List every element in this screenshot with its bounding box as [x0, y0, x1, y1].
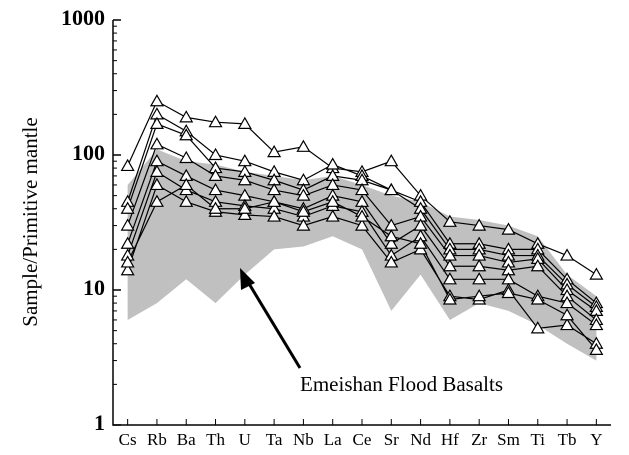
y-tick-label: 100 — [72, 140, 105, 165]
y-tick-label: 10 — [83, 275, 105, 300]
x-tick-label: Nb — [293, 430, 314, 449]
sample-marker — [589, 317, 604, 331]
sample-marker — [384, 255, 399, 268]
x-tick-label: Ta — [266, 430, 283, 449]
x-tick-label: Cs — [119, 430, 137, 449]
sample-marker — [237, 201, 252, 214]
sample-marker — [120, 255, 135, 268]
sample-marker — [560, 308, 575, 321]
x-tick-label: Hf — [441, 430, 459, 449]
sample-marker — [501, 285, 516, 299]
sample-marker — [384, 182, 399, 196]
sample-marker — [296, 188, 311, 201]
y-tick-label: 1000 — [61, 5, 105, 30]
sample-marker — [149, 194, 164, 207]
sample-marker — [237, 116, 252, 129]
annotation: Emeishan Flood Basalts — [300, 372, 503, 396]
sample-marker — [208, 182, 223, 196]
sample-marker — [267, 194, 282, 207]
sample-marker — [325, 194, 340, 207]
x-tick-label: Ce — [353, 430, 372, 449]
sample-marker — [120, 201, 135, 214]
y-tick-label: 1 — [94, 410, 105, 435]
sample-marker — [149, 177, 164, 191]
sample-marker — [267, 209, 282, 222]
sample-marker — [179, 194, 194, 207]
sample-marker — [384, 236, 399, 249]
sample-marker — [589, 267, 604, 280]
sample-marker — [560, 248, 575, 261]
sample-marker — [530, 321, 545, 334]
x-tick-label: Th — [206, 430, 225, 449]
x-tick-label: La — [324, 430, 342, 449]
sample-marker — [530, 292, 545, 305]
sample-marker — [296, 218, 311, 231]
sample-marker — [384, 229, 399, 242]
sample-marker — [149, 137, 164, 150]
x-tick-label: Ti — [531, 430, 546, 449]
sample-marker — [179, 128, 194, 141]
sample-marker — [472, 218, 487, 231]
sample-marker — [267, 144, 282, 158]
x-tick-label: U — [239, 430, 251, 449]
sample-marker — [413, 236, 428, 249]
sample-marker — [442, 272, 457, 285]
sample-marker — [120, 158, 135, 172]
sample-marker — [267, 182, 282, 196]
sample-marker — [442, 292, 457, 305]
x-tick-label: Tb — [558, 430, 577, 449]
sample-marker — [179, 150, 194, 164]
sample-marker — [179, 110, 194, 123]
sample-marker — [120, 263, 135, 276]
x-tick-label: Sm — [497, 430, 520, 449]
y-axis-label: Sample/Primitive mantle — [18, 117, 42, 326]
x-tick-label: Zr — [471, 430, 487, 449]
sample-marker — [442, 259, 457, 272]
sample-marker — [354, 182, 370, 196]
sample-marker — [472, 272, 487, 285]
sample-marker — [237, 173, 252, 186]
sample-marker — [296, 139, 311, 152]
annotation-arrow — [246, 281, 302, 369]
sample-marker — [560, 295, 575, 309]
annotation-arrowhead — [240, 268, 255, 290]
sample-marker — [384, 153, 399, 167]
sample-marker — [179, 177, 194, 191]
sample-marker — [354, 209, 370, 222]
sample-marker — [120, 218, 135, 231]
x-tick-label: Nd — [410, 430, 431, 449]
sample-marker — [501, 222, 516, 235]
x-tick-label: Y — [590, 430, 602, 449]
sample-marker — [325, 157, 340, 170]
x-tick-label: Sr — [384, 430, 399, 449]
sample-marker — [208, 201, 223, 214]
sample-marker — [472, 288, 487, 302]
sample-marker — [208, 147, 223, 161]
sample-marker — [296, 204, 311, 217]
sample-marker — [589, 342, 604, 355]
sample-marker — [149, 164, 164, 177]
sample-marker — [442, 214, 457, 227]
sample-marker — [472, 259, 487, 272]
x-tick-label: Ba — [177, 430, 196, 449]
sample-marker — [208, 168, 223, 182]
sample-marker — [149, 94, 164, 107]
x-tick-label: Rb — [147, 430, 167, 449]
sample-marker — [325, 209, 340, 222]
sample-marker — [530, 259, 545, 272]
sample-marker — [120, 236, 135, 249]
sample-marker — [354, 218, 370, 231]
sample-marker — [149, 116, 164, 129]
sample-marker — [208, 114, 223, 128]
sample-marker — [560, 317, 575, 331]
sample-marker — [237, 207, 252, 220]
